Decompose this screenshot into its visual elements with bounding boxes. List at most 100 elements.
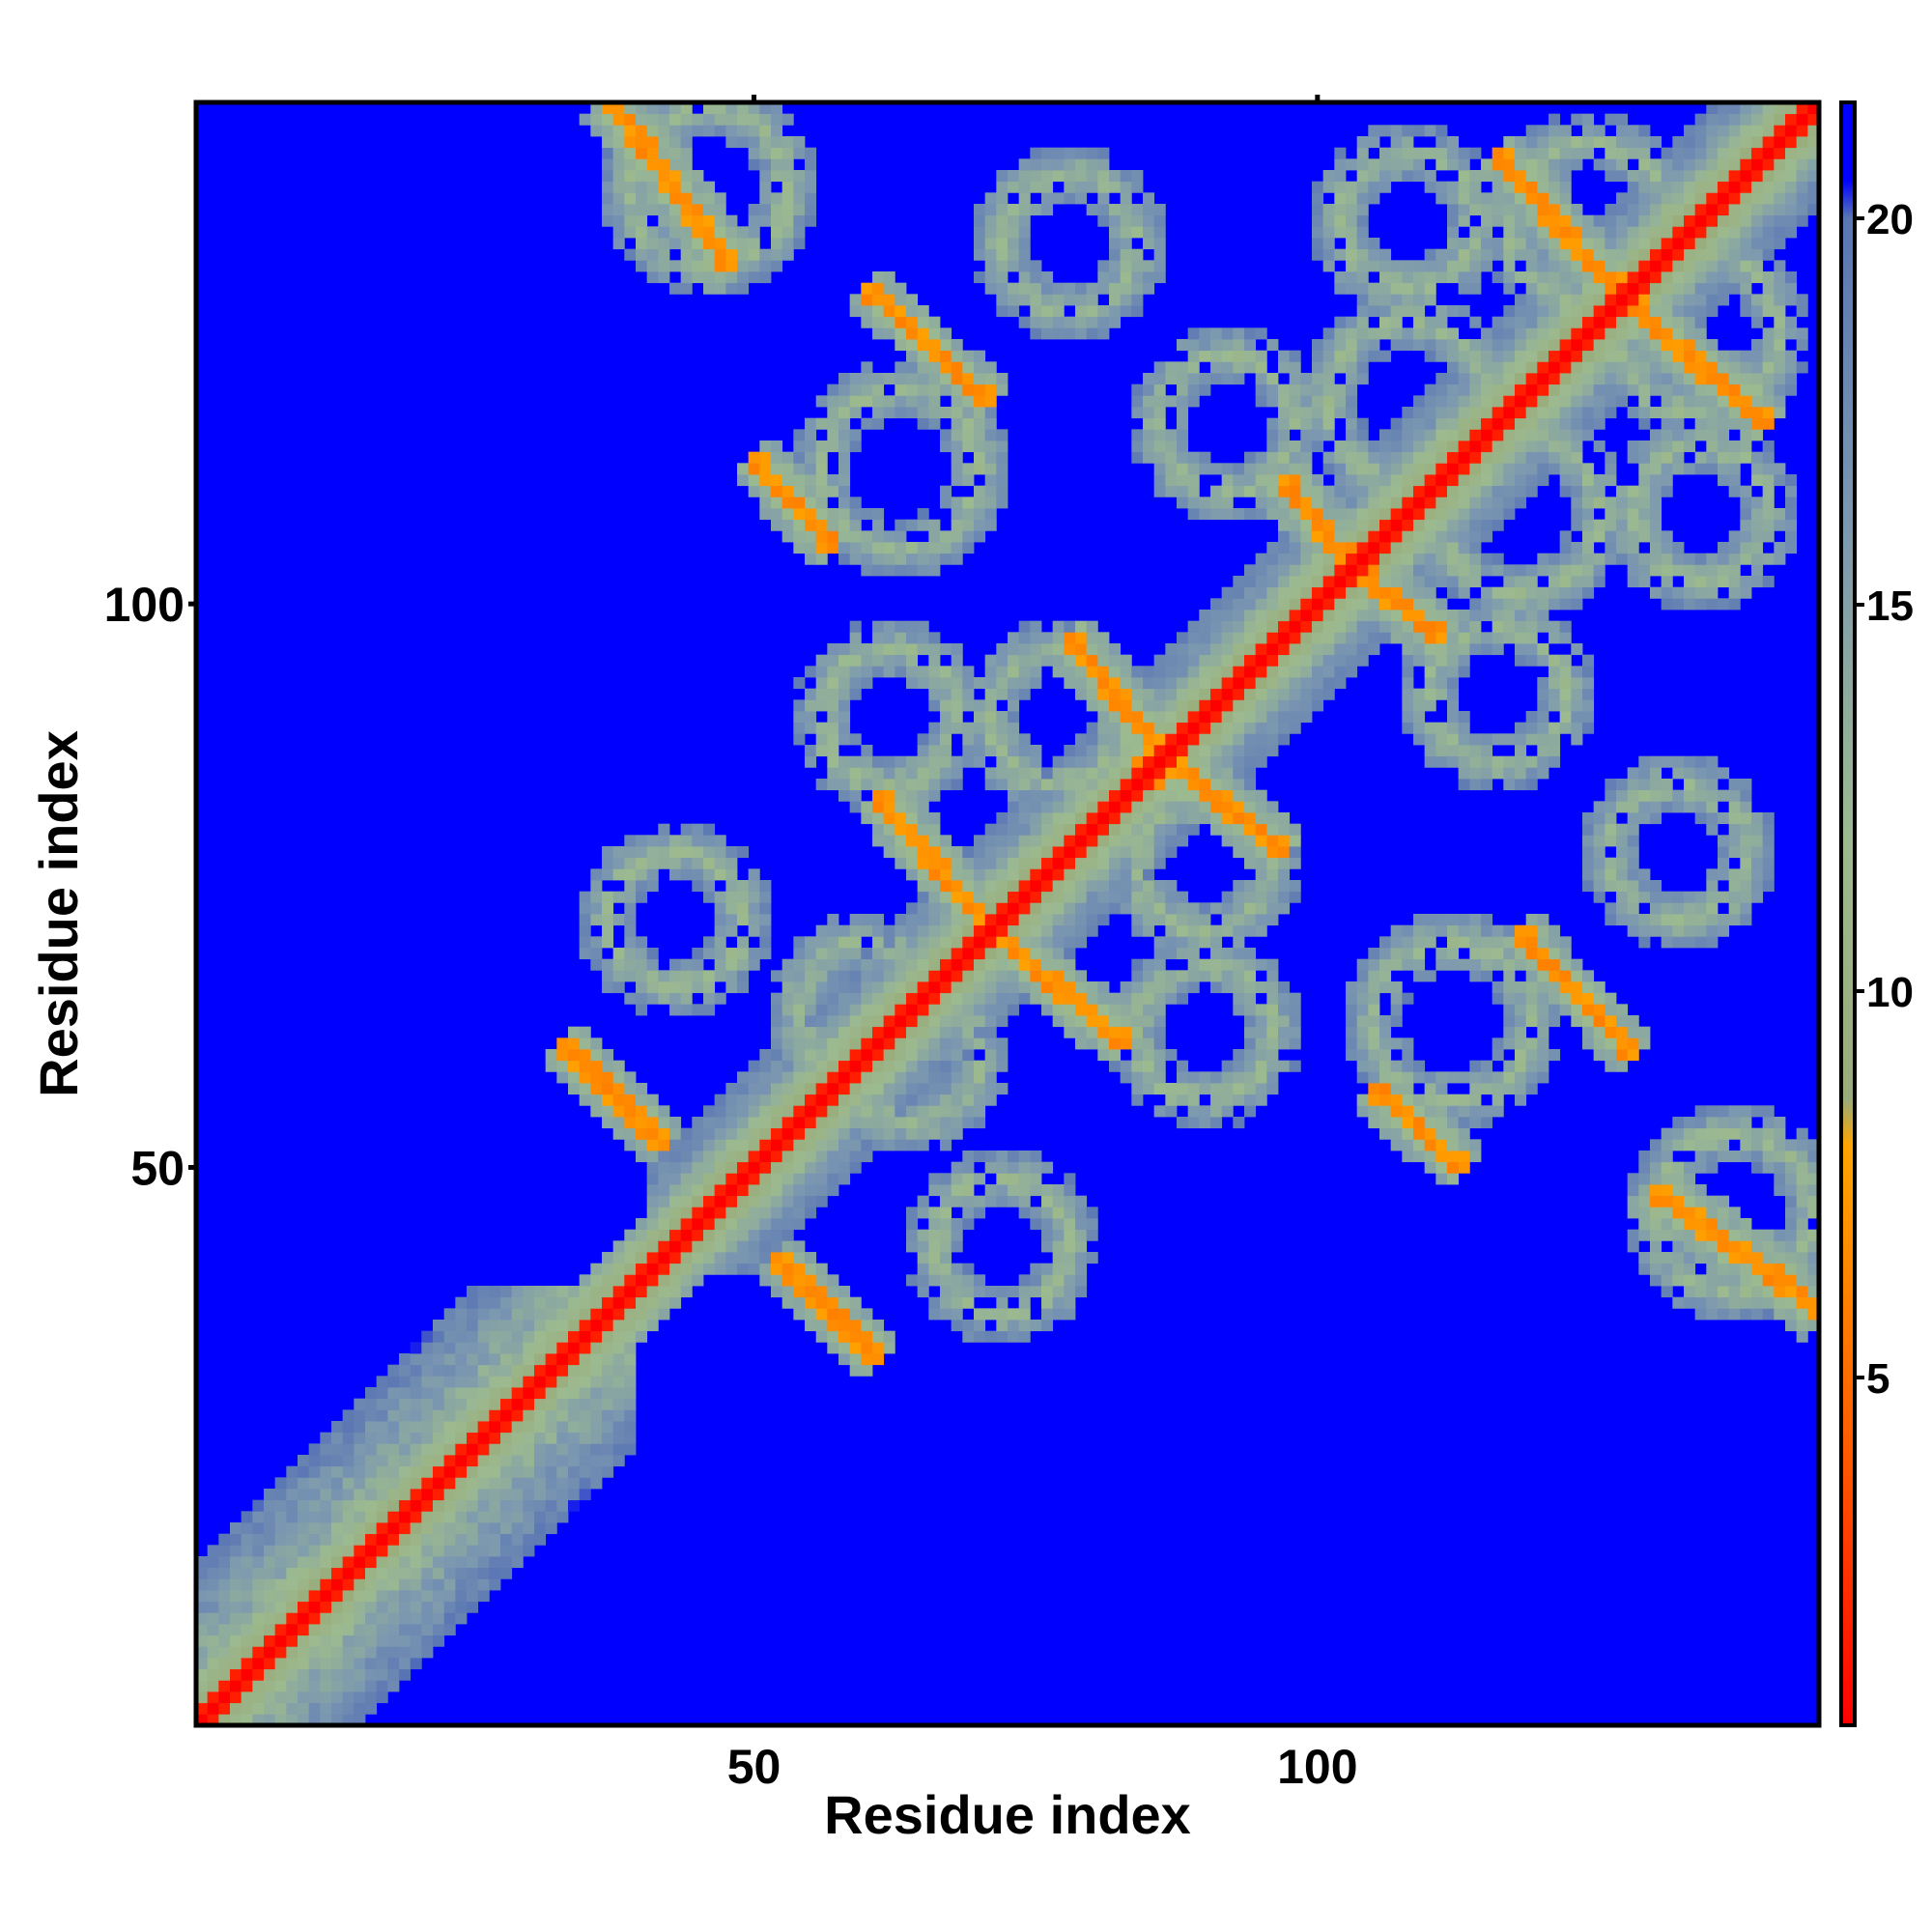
heatmap-cell [974,711,986,724]
heatmap-cell [590,1330,603,1343]
heatmap-cell [815,553,828,565]
heatmap-cell [1153,1105,1166,1118]
heatmap-cell [849,440,862,453]
heatmap-cell [1143,767,1155,780]
heatmap-cell [951,361,963,374]
heatmap-cell [815,677,828,690]
heatmap-cell [1346,260,1358,272]
heatmap-cell [1153,1071,1166,1084]
heatmap-cell [511,1499,524,1512]
heatmap-cell [421,1477,434,1490]
heatmap-cell [636,192,648,205]
heatmap-cell [1368,440,1380,453]
heatmap-cell [1469,429,1482,441]
heatmap-cell [951,1004,963,1016]
heatmap-cell [703,1252,716,1264]
heatmap-cell [1052,868,1065,881]
heatmap-cell [1153,226,1166,239]
heatmap-cell [274,1658,287,1670]
heatmap-cell [771,1195,783,1208]
heatmap-cell [1424,395,1436,408]
heatmap-cell [1131,812,1144,825]
heatmap-cell [1109,789,1122,802]
heatmap-cell [1143,857,1155,869]
heatmap-cell [1008,981,1020,994]
heatmap-cell [1030,1263,1042,1275]
heatmap-cell [1041,1296,1054,1309]
heatmap-cell [1187,936,1200,949]
heatmap-cell [511,1533,524,1546]
heatmap-cell [974,530,986,543]
heatmap-cell [838,948,851,960]
heatmap-cell [579,1364,591,1377]
heatmap-cell [838,485,851,497]
heatmap-cell [974,519,986,531]
heatmap-cell [1120,666,1132,678]
heatmap-cell [928,1083,941,1095]
heatmap-cell [1435,497,1448,509]
heatmap-cell [1458,361,1470,374]
heatmap-cell [433,1432,445,1444]
heatmap-cell [1210,755,1223,768]
heatmap-cell [1447,204,1460,216]
heatmap-cell [1469,620,1482,633]
heatmap-cell [1165,970,1178,982]
heatmap-cell [1018,1296,1031,1309]
heatmap-cell [827,1286,839,1298]
heatmap-cell [410,1443,422,1456]
heatmap-cell [1346,474,1358,487]
heatmap-cell [1052,992,1065,1005]
heatmap-cell [1322,373,1335,385]
heatmap-cell [1109,214,1122,227]
heatmap-cell [680,125,693,137]
heatmap-cell [1266,902,1279,915]
heatmap-cell [602,914,614,926]
heatmap-cell [1109,711,1122,724]
heatmap-cell [421,1567,434,1579]
heatmap-cell [1221,654,1234,667]
heatmap-cell [636,1252,648,1264]
heatmap-cell [1165,992,1178,1005]
heatmap-cell [1244,463,1257,475]
heatmap-cell [895,654,907,667]
heatmap-cell [974,1071,986,1084]
heatmap-cell [771,463,783,475]
heatmap-cell [680,1184,693,1197]
heatmap-cell [1075,1263,1088,1275]
heatmap-cell [354,1680,366,1692]
heatmap-cell [962,1218,975,1231]
heatmap-cell [1030,1218,1042,1231]
heatmap-cell [658,158,670,171]
heatmap-cell [748,1105,760,1118]
heatmap-cell [612,1443,625,1456]
heatmap-cell [590,1320,603,1332]
heatmap-cell [906,654,919,667]
heatmap-cell [1402,654,1414,667]
heatmap-cell [455,1296,468,1309]
heatmap-cell [298,1499,310,1512]
heatmap-cell [951,1173,963,1185]
heatmap-cell [1424,688,1436,700]
heatmap-cell [781,1240,794,1253]
heatmap-cell [872,767,885,780]
heatmap-cell [523,1443,535,1456]
heatmap-cell [1097,1004,1110,1016]
heatmap-cell [1356,632,1369,644]
heatmap-cell [669,125,682,137]
heatmap-cell [805,1004,817,1016]
heatmap-cell [1492,733,1504,746]
heatmap-cell [895,542,907,554]
heatmap-cell [1041,857,1054,869]
heatmap-cell [872,282,885,295]
heatmap-cell [1131,395,1144,408]
heatmap-cell [748,125,760,137]
heatmap-cell [399,1455,412,1467]
heatmap-cell [1008,733,1020,746]
heatmap-cell [399,1443,412,1456]
heatmap-cell [1177,1083,1189,1095]
heatmap-cell [748,1195,760,1208]
heatmap-cell [467,1320,479,1332]
heatmap-cell [703,1263,716,1275]
heatmap-cell [1469,643,1482,656]
heatmap-cell [1233,654,1245,667]
